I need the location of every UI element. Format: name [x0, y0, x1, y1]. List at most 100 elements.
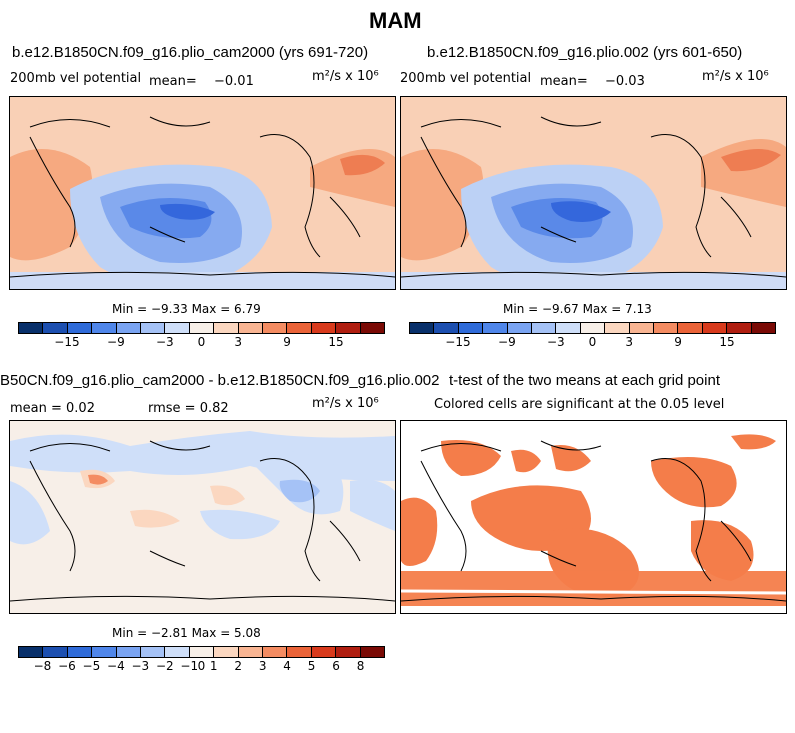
- colorbar-swatch: [43, 647, 68, 657]
- colorbar-swatch: [214, 647, 239, 657]
- colorbar-swatch: [263, 323, 288, 333]
- colorbar-swatch: [483, 323, 508, 333]
- colorbar-swatch: [238, 323, 264, 333]
- panel1-mean-label: mean=: [149, 74, 197, 89]
- panel2-colorbar: [409, 322, 776, 334]
- colorbar-tick-label: 4: [283, 659, 291, 673]
- colorbar-swatch: [605, 323, 630, 333]
- colorbar-tick-label: −9: [107, 335, 125, 349]
- colorbar-swatch: [360, 323, 385, 333]
- colorbar-swatch: [116, 323, 142, 333]
- colorbar-tick-label: 0: [197, 335, 206, 349]
- panel2-variable: 200mb vel potential: [400, 71, 532, 86]
- colorbar-swatch: [458, 323, 484, 333]
- colorbar-tick-label: 5: [307, 659, 316, 673]
- colorbar-tick-label: 0: [588, 335, 597, 349]
- colorbar-swatch: [654, 323, 679, 333]
- colorbar-swatch: [410, 323, 435, 333]
- colorbar-tick-label: 1: [209, 659, 218, 673]
- panel3-colorbar: [18, 646, 385, 658]
- colorbar-swatch: [19, 647, 44, 657]
- panel2-mean-value: −0.03: [605, 74, 645, 89]
- colorbar-tick-label: −3: [155, 335, 174, 349]
- colorbar-swatch: [92, 323, 117, 333]
- panel3-map: [9, 420, 396, 614]
- colorbar-swatch: [629, 323, 655, 333]
- colorbar-swatch: [434, 323, 459, 333]
- panel1-variable: 200mb vel potential: [10, 71, 142, 86]
- panel1-map: [9, 96, 396, 290]
- colorbar-swatch: [580, 323, 606, 333]
- colorbar-tick-label: −1: [180, 659, 199, 673]
- colorbar-tick-label: 9: [674, 335, 682, 349]
- colorbar-swatch: [67, 323, 93, 333]
- panel2-units: m²/s x 10⁶: [702, 69, 769, 84]
- colorbar-swatch: [311, 647, 337, 657]
- colorbar-swatch: [287, 647, 312, 657]
- figure-title: MAM: [369, 8, 422, 33]
- colorbar-tick-label: −6: [58, 659, 76, 673]
- colorbar-swatch: [532, 323, 557, 333]
- panel1-minmax: Min = −9.33 Max = 6.79: [112, 302, 261, 316]
- colorbar-swatch: [92, 647, 117, 657]
- panel1-units: m²/s x 10⁶: [312, 69, 379, 84]
- colorbar-swatch: [141, 647, 166, 657]
- colorbar-swatch: [507, 323, 533, 333]
- colorbar-tick-label: 3: [234, 335, 243, 349]
- colorbar-swatch: [336, 647, 361, 657]
- panel2-mean-label: mean=: [540, 74, 588, 89]
- colorbar-swatch: [311, 323, 337, 333]
- panel4-title: t-test of the two means at each grid poi…: [449, 372, 720, 389]
- colorbar-swatch: [336, 323, 361, 333]
- colorbar-swatch: [360, 647, 385, 657]
- colorbar-tick-label: −3: [546, 335, 565, 349]
- colorbar-swatch: [19, 323, 44, 333]
- panel4-subtitle: Colored cells are significant at the 0.0…: [434, 397, 725, 412]
- panel3-rmse: rmse = 0.82: [148, 401, 229, 416]
- panel3-mean: mean = 0.02: [10, 401, 95, 416]
- colorbar-swatch: [727, 323, 752, 333]
- colorbar-tick-label: −15: [54, 335, 80, 349]
- colorbar-swatch: [214, 323, 239, 333]
- colorbar-swatch: [751, 323, 776, 333]
- panel2-minmax: Min = −9.67 Max = 7.13: [503, 302, 652, 316]
- colorbar-tick-label: −9: [498, 335, 516, 349]
- colorbar-swatch: [116, 647, 142, 657]
- panel2-map: [400, 96, 787, 290]
- colorbar-tick-label: 2: [234, 659, 243, 673]
- colorbar-tick-label: −3: [131, 659, 150, 673]
- colorbar-tick-label: −8: [33, 659, 52, 673]
- colorbar-tick-label: −15: [445, 335, 471, 349]
- colorbar-tick-label: −5: [82, 659, 101, 673]
- panel3-units: m²/s x 10⁶: [312, 396, 379, 411]
- colorbar-tick-label: 8: [356, 659, 365, 673]
- colorbar-tick-label: 3: [258, 659, 267, 673]
- panel1-colorbar-ticks: −15 −9 −3 0 3 9 15: [18, 335, 385, 349]
- colorbar-tick-label: 9: [283, 335, 291, 349]
- colorbar-swatch: [67, 647, 93, 657]
- colorbar-swatch: [678, 323, 703, 333]
- panel1-mean-value: −0.01: [214, 74, 254, 89]
- colorbar-tick-label: 3: [625, 335, 634, 349]
- colorbar-swatch: [165, 647, 190, 657]
- colorbar-swatch: [189, 323, 215, 333]
- panel1-colorbar: [18, 322, 385, 334]
- colorbar-tick-label: 0: [197, 659, 206, 673]
- panel4-map: [400, 420, 787, 614]
- colorbar-tick-label: −4: [107, 659, 125, 673]
- colorbar-swatch: [43, 323, 68, 333]
- colorbar-swatch: [238, 647, 264, 657]
- colorbar-swatch: [287, 323, 312, 333]
- panel3-colorbar-ticks: −8 −6 −5 −4 −3 −2 −1 0 1 2 3 4 5 6 8: [18, 659, 385, 673]
- colorbar-tick-label: −2: [155, 659, 174, 673]
- colorbar-swatch: [263, 647, 288, 657]
- panel2-colorbar-ticks: −15 −9 −3 0 3 9 15: [409, 335, 776, 349]
- colorbar-swatch: [189, 647, 215, 657]
- colorbar-swatch: [556, 323, 581, 333]
- panel2-title: b.e12.B1850CN.f09_g16.plio.002 (yrs 601-…: [427, 44, 743, 61]
- colorbar-tick-label: 15: [719, 335, 735, 349]
- colorbar-swatch: [702, 323, 728, 333]
- panel3-minmax: Min = −2.81 Max = 5.08: [112, 626, 261, 640]
- panel1-title: b.e12.B1850CN.f09_g16.plio_cam2000 (yrs …: [12, 44, 369, 61]
- colorbar-tick-label: 15: [328, 335, 344, 349]
